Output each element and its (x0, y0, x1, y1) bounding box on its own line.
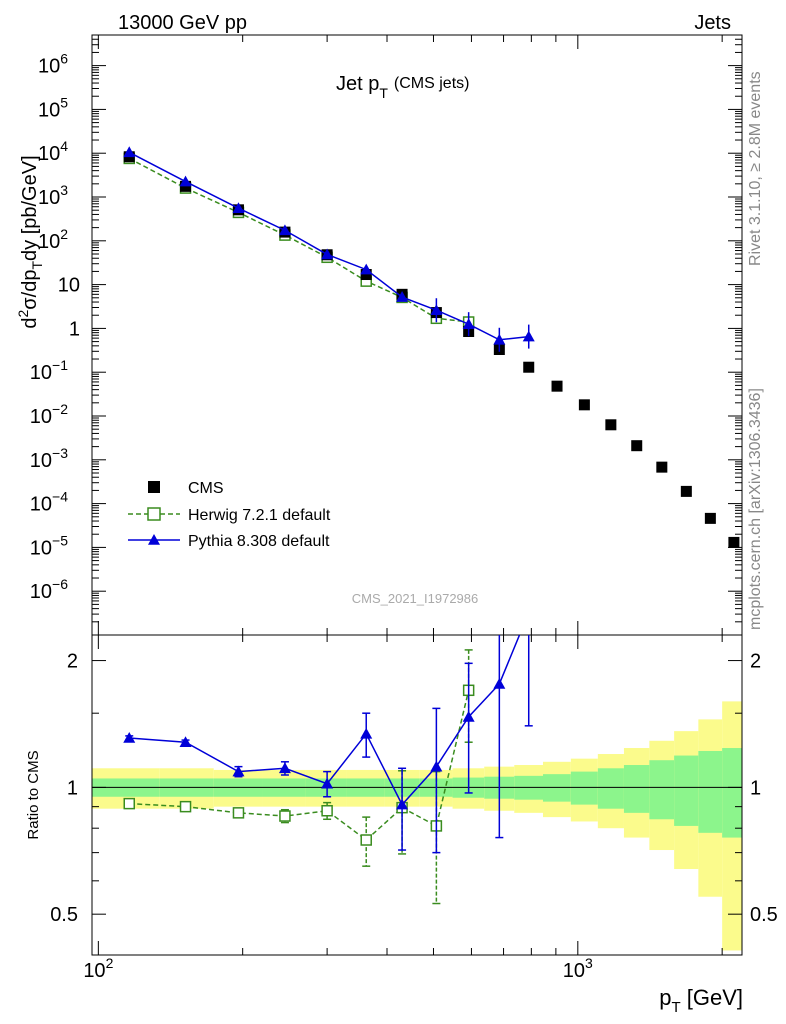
pythia-point (321, 248, 334, 260)
pythia-point (462, 318, 475, 329)
y-tick-label: 10−1 (30, 357, 68, 384)
pythia-point (278, 224, 291, 236)
ratio-pythia-point (493, 677, 506, 689)
band-inner-bin (570, 771, 598, 805)
ratio-pythia-point (321, 777, 334, 789)
ratio-frame (91, 634, 743, 956)
ratio-herwig-point (179, 800, 192, 813)
cms-point (523, 361, 535, 373)
y-tick-label: 10 (58, 275, 80, 297)
ratio-tick-label-left: 0.5 (50, 904, 78, 926)
cms-point (704, 512, 716, 524)
y-tick-label: 10−4 (30, 489, 68, 516)
y-tick-label: 10−3 (30, 445, 68, 472)
band-inner-bin (542, 774, 571, 802)
ratio-tick-label-right: 1 (750, 777, 761, 799)
ratio-tick-label-right: 2 (750, 651, 761, 673)
legend-marker-cms (148, 481, 160, 493)
ratio-pythia-point (430, 760, 443, 772)
legend-label: CMS (188, 480, 224, 497)
band-inner-bin (597, 768, 624, 809)
pythia-point (360, 263, 373, 275)
ratio-herwig-point (232, 807, 245, 819)
ratio-herwig-line (129, 690, 470, 841)
ratio-tick-label-left: 1 (67, 777, 78, 799)
band-inner-bin (722, 748, 742, 838)
header-left: 13000 GeV pp (118, 12, 247, 34)
y-tick-label: 104 (38, 138, 68, 165)
ratio-pythia-point (179, 736, 192, 748)
watermark: CMS_2021_I1972986 (352, 591, 479, 606)
cms-point (578, 399, 590, 411)
cms-point (605, 419, 617, 431)
y-tick-label: 10−5 (30, 532, 68, 559)
pythia-point (179, 175, 192, 187)
plot-title-main: Jet p (336, 73, 379, 95)
x-axis-label: pT [GeV] (659, 985, 743, 1016)
ratio-pythia-point (523, 607, 535, 618)
x-tick-label: 103 (563, 955, 593, 982)
x-tick-label: 102 (83, 955, 113, 982)
ratio-pythia-point (123, 731, 136, 743)
side-label-mcplots: mcplots.cern.ch [arXiv:1306.3436] (747, 388, 764, 630)
pythia-point (396, 291, 409, 302)
cms-point (551, 380, 563, 392)
ratio-herwig-point (123, 797, 135, 810)
cms-point (728, 536, 740, 548)
side-label-rivet: Rivet 3.1.10, ≥ 2.8M events (747, 71, 764, 266)
legend-label: Pythia 8.308 default (188, 533, 330, 550)
y-axis-label-main: d2σ/dpTdy [pb/GeV] (15, 155, 45, 328)
y-tick-label: 106 (38, 51, 68, 78)
band-inner-bin (623, 765, 650, 813)
ratio-pythia-point (396, 798, 409, 810)
y-tick-label: 102 (38, 226, 68, 253)
pythia-point (493, 333, 506, 345)
header-right: Jets (694, 12, 731, 34)
band-inner-bin (698, 750, 723, 833)
y-tick-label: 1 (69, 318, 80, 340)
ratio-herwig-point (321, 805, 333, 817)
band-inner-bin (649, 760, 675, 820)
ratio-herwig-point (360, 834, 372, 846)
ratio-tick-label-right: 0.5 (750, 904, 778, 926)
legend-marker-pythia (148, 534, 160, 545)
main-panel-data (123, 146, 740, 548)
ratio-pythia-point (232, 765, 245, 777)
data-layer: CMS Herwig 7.2.1 default Pythia 8.308 defa… (123, 146, 740, 905)
y-tick-label: 10−6 (30, 576, 68, 603)
ratio-panel-data (123, 607, 535, 905)
pythia-line (128, 151, 529, 341)
y-axis-label-ratio: Ratio to CMS (25, 750, 42, 839)
pythia-point (123, 146, 136, 158)
cms-point (656, 461, 668, 473)
ratio-pythia-point (278, 762, 291, 774)
cms-point (680, 485, 692, 497)
herwig-line (128, 157, 469, 323)
band-inner-bin (674, 755, 699, 826)
legend: CMS Herwig 7.2.1 default Pythia 8.308 defa… (128, 480, 331, 550)
plot-title: Jet pT (CMS jets) (336, 73, 469, 101)
cms-point (631, 440, 643, 452)
cms-point (360, 269, 372, 281)
ratio-herwig-point (279, 810, 291, 822)
pythia-point (232, 202, 245, 214)
pythia-point (522, 330, 535, 342)
y-tick-label: 10−2 (30, 401, 68, 428)
legend-marker-herwig (147, 507, 161, 521)
y-tick-label: 103 (38, 182, 68, 209)
y-tick-label: 105 (38, 94, 68, 121)
plot-title-sub: T (379, 85, 388, 101)
pythia-point (430, 304, 443, 316)
ratio-pythia-point (360, 727, 373, 739)
legend-label: Herwig 7.2.1 default (188, 507, 331, 524)
ratio-tick-label-left: 2 (67, 651, 78, 673)
plot-title-suffix: (CMS jets) (394, 75, 470, 92)
ratio-pythia-point (462, 710, 475, 722)
ratio-uncertainty-band (92, 701, 742, 951)
